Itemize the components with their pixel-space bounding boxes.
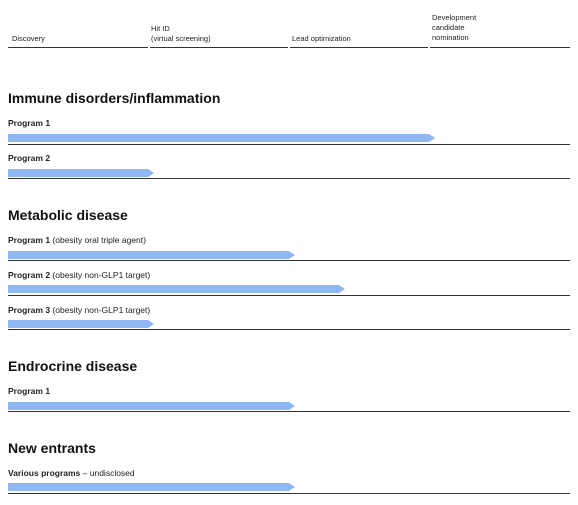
- program-label: Program 1: [8, 118, 51, 128]
- row-divider: [8, 411, 570, 412]
- progress-bar: [8, 402, 295, 410]
- stage-header-development-candidate: Development candidate nomination: [432, 13, 477, 42]
- progress-bar: [8, 251, 295, 259]
- program-label: Program 2 (obesity non-GLP1 target): [8, 270, 151, 280]
- section-title-immune: Immune disorders/inflammation: [8, 90, 221, 106]
- section-title-metabolic: Metabolic disease: [8, 207, 128, 223]
- program-label: Program 3 (obesity non-GLP1 target): [8, 305, 151, 315]
- stage-header-hit-id: Hit ID (virtual screening): [151, 24, 211, 43]
- stage-divider: [290, 47, 428, 48]
- section-title-endocrine: Endrocrine disease: [8, 358, 138, 374]
- row-divider: [8, 178, 570, 179]
- row-divider: [8, 260, 570, 261]
- progress-bar: [8, 483, 295, 491]
- row-divider: [8, 493, 570, 494]
- row-divider: [8, 329, 570, 330]
- program-label: Program 2: [8, 153, 51, 163]
- section-title-new-entrants: New entrants: [8, 440, 96, 456]
- stage-header-discovery: Discovery: [12, 34, 45, 43]
- progress-bar: [8, 320, 154, 328]
- progress-bar: [8, 134, 435, 142]
- progress-bar: [8, 169, 154, 177]
- stage-header-lead-optimization: Lead optimization: [292, 34, 351, 43]
- row-divider: [8, 295, 570, 296]
- row-divider: [8, 144, 570, 145]
- stage-divider: [150, 47, 288, 48]
- program-label: Program 1 (obesity oral triple agent): [8, 235, 146, 245]
- program-label: Various programs – undisclosed: [8, 468, 135, 478]
- progress-bar: [8, 285, 345, 293]
- stage-divider: [8, 47, 148, 48]
- stage-divider: [430, 47, 570, 48]
- program-label: Program 1: [8, 386, 51, 396]
